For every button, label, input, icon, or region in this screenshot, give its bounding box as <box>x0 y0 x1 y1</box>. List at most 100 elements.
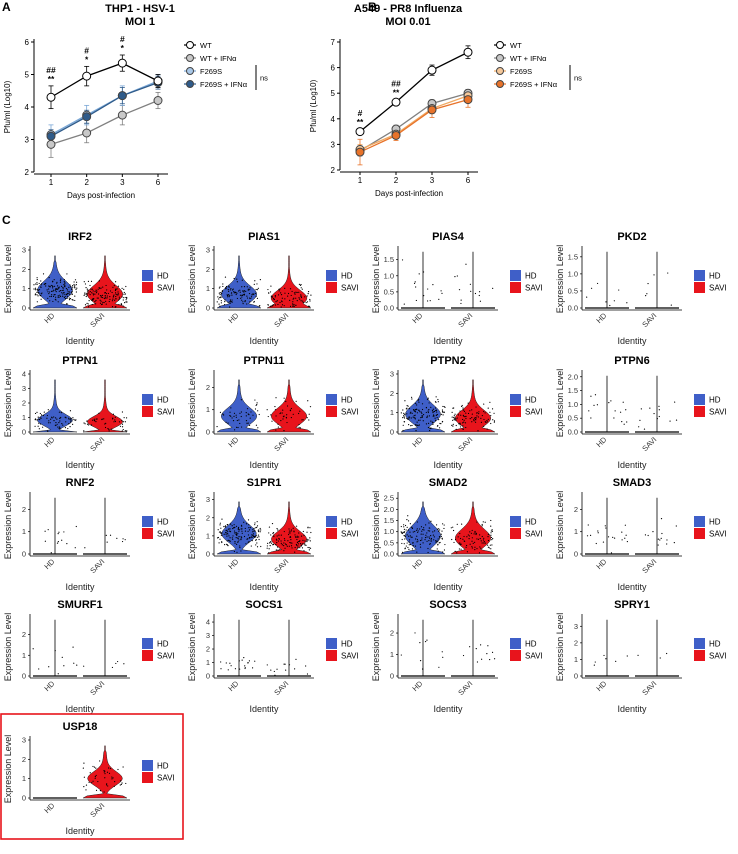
violin-ytick-label: 2 <box>22 630 26 639</box>
violin-point <box>255 288 257 291</box>
violin-point <box>427 426 430 429</box>
violin-point <box>220 532 222 534</box>
violin-point <box>228 535 230 537</box>
violin-point <box>99 299 101 301</box>
violin-point <box>296 536 298 538</box>
violin-point <box>402 532 404 534</box>
violin-point <box>252 414 254 416</box>
violin-ytick-label: 0 <box>22 304 26 313</box>
violin-hd <box>32 379 78 433</box>
violin-point <box>406 534 408 536</box>
violin-point <box>415 529 418 531</box>
violin-point <box>113 785 115 787</box>
violin-point <box>488 547 490 549</box>
violin-point <box>481 523 483 526</box>
violin-point <box>462 415 465 417</box>
violin-point <box>68 417 70 419</box>
chart-b-legend-marker <box>496 80 504 88</box>
violin-point <box>248 541 250 543</box>
violin-point <box>238 539 240 541</box>
violin-point <box>299 542 302 545</box>
violin-point <box>429 427 431 429</box>
violin-point <box>66 543 68 545</box>
chart-b-title: A549 - PR8 Influenza <box>354 3 463 15</box>
violin-point <box>76 664 78 666</box>
violin-point <box>414 409 416 411</box>
violin-point <box>230 292 233 294</box>
violin-point <box>421 537 423 539</box>
violin-point <box>218 542 220 544</box>
violin-point <box>478 413 480 415</box>
violin-point <box>275 538 278 540</box>
violin-point <box>439 537 441 539</box>
violin-ytick-label: 0.5 <box>568 286 578 295</box>
violin-point <box>428 522 430 524</box>
chart-b-ytick-label: 7 <box>331 38 336 47</box>
violin-point <box>626 655 628 657</box>
violin-point <box>434 407 437 409</box>
violin-point <box>57 541 59 543</box>
violin-point <box>658 415 660 418</box>
violin-point <box>436 411 438 413</box>
violin-point <box>428 536 430 538</box>
violin-point <box>34 293 37 295</box>
violin-point <box>48 285 50 287</box>
violin-point <box>291 290 293 293</box>
violin-ytick-label: 0 <box>574 550 578 559</box>
violin-point <box>589 534 592 536</box>
violin-point <box>452 423 454 425</box>
violin-point <box>94 775 96 778</box>
violin-point <box>68 297 70 299</box>
violin-point <box>615 660 617 662</box>
violin-point <box>36 294 38 296</box>
violin-point <box>453 418 455 420</box>
legend-swatch-hd <box>326 270 337 281</box>
legend-swatch-hd <box>326 638 337 649</box>
violin-point <box>38 291 40 293</box>
violin-point <box>438 528 440 530</box>
chart-b-data-point <box>355 147 365 157</box>
violin-point <box>112 417 114 419</box>
violin-point <box>300 300 302 302</box>
violin-point <box>436 548 438 550</box>
violin-point <box>460 543 462 545</box>
violin-point <box>417 531 419 533</box>
chart-b-xtick-label: 1 <box>358 176 363 185</box>
violin-point <box>483 425 485 428</box>
violin-ytick-label: 1.0 <box>568 269 578 278</box>
violin-point <box>105 303 107 305</box>
chart-b-series-line <box>359 51 469 133</box>
violin-point <box>58 421 60 424</box>
violin-point <box>476 538 478 540</box>
violin-hd <box>216 255 262 309</box>
violin-point <box>47 529 49 531</box>
violin-point <box>251 540 253 542</box>
violin-point <box>404 413 406 415</box>
chart-b-data-point <box>391 130 401 140</box>
violin-point <box>493 420 496 422</box>
violin-point <box>420 411 422 413</box>
violin-point <box>469 646 471 648</box>
violin-point <box>274 296 276 298</box>
legend-label-savi: SAVI <box>157 530 175 539</box>
violin-point <box>57 288 59 290</box>
violin-point <box>403 303 405 305</box>
legend-swatch-savi <box>142 650 153 661</box>
violin-point <box>432 531 434 533</box>
violin-point <box>482 521 484 523</box>
violin-point <box>442 656 444 658</box>
violin-point <box>119 425 122 427</box>
violin-point <box>640 408 642 410</box>
violin-point <box>412 416 414 418</box>
violin-point <box>246 303 248 305</box>
violin-point <box>403 543 405 545</box>
violin-point <box>104 292 106 294</box>
violin-xtick-label: HD <box>42 311 56 325</box>
violin-point <box>290 529 293 531</box>
violin-point <box>424 539 426 541</box>
violin-point <box>247 289 249 291</box>
violin-point <box>481 542 483 544</box>
violin-point <box>423 295 425 297</box>
chart-b-significance: # <box>358 108 363 118</box>
